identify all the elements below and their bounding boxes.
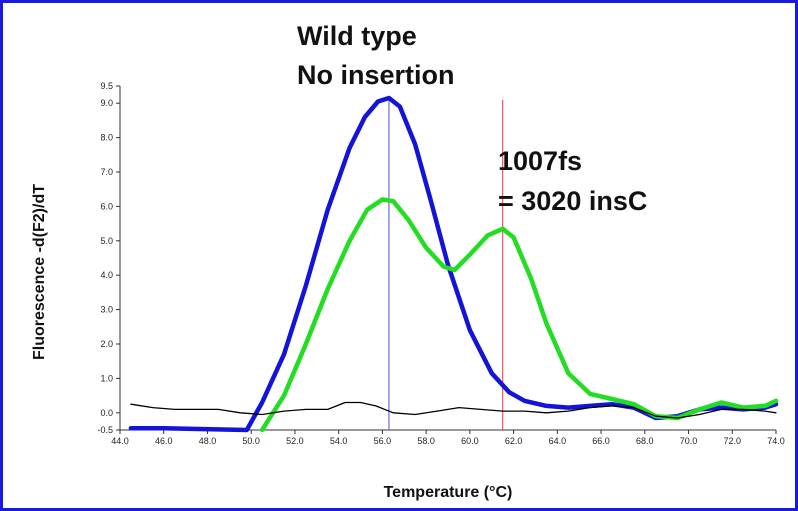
y-tick-label: 7.0 xyxy=(100,167,113,177)
y-tick-label: 9.5 xyxy=(100,81,113,91)
y-tick-label: 2.0 xyxy=(100,339,113,349)
x-tick-label: 60.0 xyxy=(461,436,479,446)
x-tick-label: 54.0 xyxy=(330,436,348,446)
y-tick-label: 1.0 xyxy=(100,373,113,383)
y-tick-label: 5.0 xyxy=(100,236,113,246)
x-tick-label: 62.0 xyxy=(505,436,523,446)
series-wild-type-curve xyxy=(128,95,779,433)
annotation-insertion-line-1: 1007fs xyxy=(498,146,582,176)
vertical-markers xyxy=(388,99,504,430)
x-tick-label: 68.0 xyxy=(636,436,654,446)
y-tick-label: 3.0 xyxy=(100,305,113,315)
y-tick-label: -0.5 xyxy=(97,425,113,435)
annotation-wild-type-line-1: Wild type xyxy=(297,21,417,51)
labels-group: Temperature (°C) Fluorescence -d(F2)/dT … xyxy=(31,21,647,501)
y-tick-label: 9.0 xyxy=(100,98,113,108)
x-axis-label: Temperature (°C) xyxy=(384,484,513,501)
x-tick-label: 66.0 xyxy=(592,436,610,446)
x-tick-label: 44.0 xyxy=(111,436,129,446)
series-insertion-curve xyxy=(259,197,779,433)
y-tick-label: 8.0 xyxy=(100,133,113,143)
x-tick-label: 70.0 xyxy=(680,436,698,446)
x-tick-label: 74.0 xyxy=(767,436,785,446)
x-tick-label: 64.0 xyxy=(549,436,567,446)
x-tick-label: 48.0 xyxy=(199,436,217,446)
x-tick-label: 72.0 xyxy=(724,436,742,446)
x-tick-label: 56.0 xyxy=(374,436,392,446)
x-tick-label: 46.0 xyxy=(155,436,173,446)
series-group xyxy=(128,95,779,433)
y-axis-label: Fluorescence -d(F2)/dT xyxy=(31,184,48,360)
y-tick-label: 0.0 xyxy=(100,408,113,418)
y-tick-label: 6.0 xyxy=(100,201,113,211)
x-tick-label: 58.0 xyxy=(417,436,435,446)
series-baseline-curve xyxy=(130,401,777,419)
x-tick-label: 52.0 xyxy=(286,436,304,446)
annotation-wild-type-line-2: No insertion xyxy=(297,60,455,90)
annotation-insertion-line-2: = 3020 insC xyxy=(498,186,647,216)
x-tick-label: 50.0 xyxy=(242,436,260,446)
y-tick-label: 4.0 xyxy=(100,270,113,280)
